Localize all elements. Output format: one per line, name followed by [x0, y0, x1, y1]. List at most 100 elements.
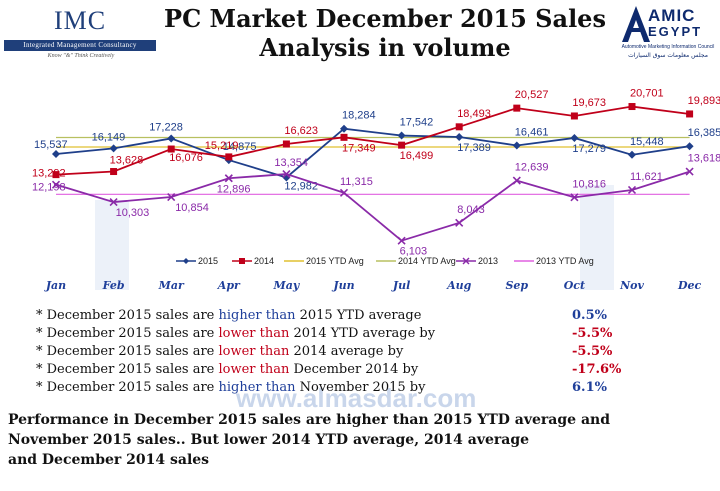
- x-marker-stroke: [627, 185, 637, 195]
- legend-marker: [239, 258, 245, 264]
- comparison-prefix: * December 2015 sales are: [36, 362, 219, 377]
- data-point-2013-Oct: [570, 193, 579, 202]
- data-label-2014-Jun: 17,349: [342, 142, 376, 154]
- data-point-2013-Mar: [167, 192, 176, 202]
- data-point-2015-Jan: [52, 149, 60, 158]
- data-label-2014-May: 16,623: [284, 125, 318, 137]
- data-point-2014-Oct: [570, 112, 578, 120]
- data-point-2015-Feb: [109, 144, 118, 153]
- data-point-2013-Jan: [51, 180, 61, 189]
- comparison-item: * December 2015 sales are lower than Dec…: [36, 362, 418, 380]
- data-point-2014-Mar: [167, 145, 175, 153]
- x-marker-stroke: [167, 192, 176, 202]
- sales-line-chart: 15,537 16,149 17,228 14,875 12,982 18,284 17,5…: [32, 88, 720, 292]
- data-label-2015-Apr: 14,875: [223, 141, 257, 153]
- x-marker-stroke: [51, 180, 61, 189]
- data-point-2013-Jun: [339, 188, 349, 197]
- data-point-2014-Jan: [52, 171, 60, 179]
- data-point-2014-Dec: [686, 110, 694, 118]
- data-label-2014-Nov: 20,701: [630, 88, 664, 100]
- data-label-2014-Jul: 16,499: [400, 150, 434, 162]
- x-marker-stroke: [397, 236, 406, 245]
- data-point-2013-Feb: [109, 198, 118, 207]
- data-label-2014-Dec: 19,893: [688, 95, 720, 107]
- data-label-2015-Oct: 17,279: [572, 143, 606, 155]
- comparison-item: * December 2015 sales are lower than 201…: [36, 344, 403, 362]
- x-tick-label-Jul: Jul: [391, 279, 410, 292]
- data-point-2013-Sep: [512, 176, 521, 185]
- page-title: PC Market December 2015 Sales Analysis i…: [150, 4, 620, 62]
- legend-marker: [462, 257, 470, 265]
- watermark-shape: [580, 185, 614, 290]
- data-label-2013-Mar: 10,854: [175, 202, 209, 214]
- data-point-2013-Nov: [627, 185, 637, 195]
- data-point-2014-Nov: [628, 103, 636, 111]
- imc-logo-tagline: Know "&" Think Creatively: [47, 53, 115, 59]
- data-label-2015-Dec: 16,385: [688, 127, 720, 139]
- x-tick-label-Dec: Dec: [677, 279, 702, 292]
- comparison-direction: lower than: [218, 362, 290, 377]
- comparison-value: -5.5%: [572, 326, 613, 341]
- x-marker-stroke: [570, 193, 579, 202]
- data-point-2015-Jun: [340, 124, 348, 133]
- x-tick-label-Feb: Feb: [102, 279, 125, 292]
- data-label-2013-Oct: 10,816: [572, 178, 606, 190]
- data-label-2013-Aug: 8,043: [457, 204, 485, 216]
- series-line-2013: [55, 170, 690, 242]
- comparison-value: 0.5%: [572, 308, 607, 323]
- data-label-2014-Apr: 15,219: [205, 140, 239, 152]
- data-point-2015-Oct: [570, 133, 579, 142]
- data-label-2015-May: 12,982: [284, 180, 318, 192]
- x-tick-label-Oct: Oct: [564, 279, 585, 292]
- comparison-suffix: 2014 average by: [289, 344, 404, 359]
- comparison-suffix: 2014 YTD average by: [289, 326, 436, 341]
- data-point-2014-Sep: [513, 104, 521, 112]
- data-point-2015-Jul: [397, 131, 406, 140]
- data-label-2015-Nov: 15,448: [630, 136, 664, 148]
- x-tick-label-Nov: Nov: [619, 279, 644, 292]
- data-label-2014-Mar: 16,076: [169, 152, 203, 164]
- x-marker-stroke: [339, 188, 349, 197]
- data-label-2013-Apr: 12,896: [217, 183, 251, 195]
- comparison-prefix: * December 2015 sales are: [36, 344, 219, 359]
- data-label-2013-Jan: 12,198: [32, 182, 66, 194]
- data-point-2015-Mar: [167, 134, 176, 143]
- x-tick-label-Jan: Jan: [44, 279, 66, 292]
- legend-label-2013-ytd-avg: 2013 YTD Avg: [536, 256, 594, 266]
- data-label-2014-Jan: 13,292: [32, 168, 66, 180]
- x-tick-label-Mar: Mar: [158, 279, 185, 292]
- x-marker-stroke: [224, 174, 233, 183]
- x-marker-stroke: [685, 167, 694, 176]
- imc-logo-text: IMC: [54, 6, 107, 35]
- amic-logo: AMIC EGYPT Automotive Marketing Informat…: [618, 2, 718, 66]
- x-tick-label-Aug: Aug: [446, 279, 472, 292]
- data-point-2015-Aug: [455, 132, 464, 141]
- amic-logo-subtitle: Automotive Marketing Information Council: [621, 44, 715, 50]
- summary-text: Performance in December 2015 sales are h…: [8, 410, 708, 470]
- series-line-2014: [55, 105, 690, 176]
- data-point-2013-Jul: [397, 236, 406, 245]
- legend-label-2014-ytd-avg: 2014 YTD Avg: [398, 256, 456, 266]
- x-tick-label-Jun: Jun: [331, 279, 354, 292]
- data-point-2014-Jun: [340, 133, 348, 141]
- data-point-2014-Apr: [225, 153, 233, 161]
- x-tick-label-Sep: Sep: [505, 279, 528, 292]
- amic-logo-mark: [622, 6, 650, 42]
- data-point-2013-Apr: [224, 174, 233, 183]
- title-line-2: Analysis in volume: [259, 33, 511, 62]
- data-point-2013-Dec: [685, 167, 694, 176]
- x-tick-label-Apr: Apr: [217, 279, 241, 292]
- legend-label-2015-ytd-avg: 2015 YTD Avg: [306, 256, 364, 266]
- data-label-2013-Dec: 13,618: [688, 153, 720, 165]
- comparison-direction: higher than: [218, 308, 296, 323]
- data-label-2015-Jan: 15,537: [34, 139, 68, 151]
- imc-logo-subtitle: Integrated Management Consultancy: [4, 40, 156, 51]
- summary-line-3: and December 2014 sales: [8, 452, 210, 468]
- legend-label-2013: 2013: [478, 256, 498, 266]
- comparison-prefix: * December 2015 sales are: [36, 326, 219, 341]
- comparison-suffix: November 2015 by: [295, 380, 426, 395]
- comparison-direction: lower than: [218, 326, 290, 341]
- comparison-item: * December 2015 sales are lower than 201…: [36, 326, 435, 344]
- comparison-value: -5.5%: [572, 344, 613, 359]
- data-point-2015-Dec: [685, 142, 694, 151]
